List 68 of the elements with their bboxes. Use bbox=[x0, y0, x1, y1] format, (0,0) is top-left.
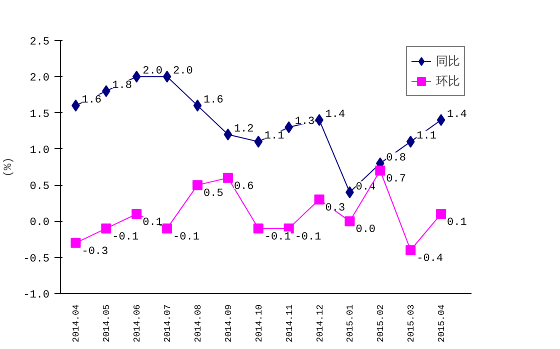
data-label: 1.6 bbox=[82, 94, 102, 107]
point bbox=[314, 194, 324, 205]
data-label: -0.1 bbox=[173, 231, 200, 244]
point bbox=[162, 223, 172, 234]
data-label: 2.0 bbox=[173, 66, 193, 78]
data-label: 1.6 bbox=[204, 94, 224, 107]
y-axis-title: (%) bbox=[3, 157, 16, 177]
data-label: 1.4 bbox=[447, 109, 468, 122]
data-label: 1.2 bbox=[234, 123, 254, 136]
point bbox=[193, 100, 202, 112]
x-tick-label: 2014.09 bbox=[224, 304, 234, 342]
point bbox=[192, 180, 202, 190]
data-label: 0.0 bbox=[356, 224, 376, 236]
data-label: 1.1 bbox=[416, 130, 437, 143]
point bbox=[406, 245, 416, 256]
x-tick-label: 2014.07 bbox=[163, 304, 174, 342]
data-label: -0.3 bbox=[82, 246, 108, 258]
y-tick-label: 2.0 bbox=[30, 72, 50, 85]
point bbox=[436, 114, 446, 126]
legend-label: 环比 bbox=[436, 72, 460, 90]
data-label: 0.8 bbox=[386, 152, 406, 164]
x-tick-label: 2014.10 bbox=[254, 304, 264, 342]
data-label: 1.8 bbox=[112, 80, 132, 92]
x-tick-label: 2014.04 bbox=[72, 304, 82, 342]
x-tick-label: 2014.08 bbox=[194, 304, 204, 342]
point bbox=[406, 136, 415, 148]
y-tick-label: 1.5 bbox=[30, 108, 50, 121]
point bbox=[132, 208, 142, 219]
y-tick-label: 0.0 bbox=[30, 217, 50, 230]
point bbox=[253, 223, 264, 234]
y-tick-label: -0.5 bbox=[23, 253, 50, 266]
data-label: 2.0 bbox=[142, 66, 162, 78]
data-label: -0.4 bbox=[416, 253, 444, 266]
data-label: 0.1 bbox=[142, 216, 163, 229]
point bbox=[162, 70, 172, 83]
point bbox=[70, 238, 81, 248]
point bbox=[101, 223, 112, 234]
data-label: 0.1 bbox=[447, 216, 468, 229]
point bbox=[344, 216, 355, 226]
data-label: 0.3 bbox=[325, 202, 346, 215]
point bbox=[222, 172, 233, 183]
y-tick-label: -1.0 bbox=[23, 290, 50, 302]
x-tick-label: 2015.04 bbox=[437, 304, 448, 342]
x-tick-label: 2014.12 bbox=[315, 304, 326, 342]
x-tick-label: 2014.05 bbox=[102, 304, 112, 342]
data-label: 1.1 bbox=[264, 130, 285, 143]
point bbox=[132, 70, 141, 83]
data-label: 0.5 bbox=[204, 188, 224, 200]
data-label: 1.3 bbox=[294, 116, 315, 128]
x-tick-label: 2014.11 bbox=[284, 304, 295, 342]
point bbox=[254, 136, 263, 148]
data-label: -0.1 bbox=[264, 231, 292, 244]
x-tick-label: 2015.03 bbox=[406, 304, 417, 342]
data-label: -0.1 bbox=[112, 231, 139, 244]
data-label: 0.7 bbox=[386, 174, 406, 186]
x-tick-label: 2015.01 bbox=[346, 304, 356, 342]
point bbox=[375, 166, 386, 176]
legend-label: 同比 bbox=[436, 52, 460, 70]
x-tick-label: 2015.02 bbox=[376, 304, 386, 342]
data-label: -0.1 bbox=[294, 231, 322, 244]
point bbox=[224, 128, 232, 140]
x-tick-label: 2014.06 bbox=[132, 304, 143, 342]
y-tick-label: 2.5 bbox=[30, 36, 50, 48]
point bbox=[436, 208, 446, 219]
y-tick-label: 1.0 bbox=[30, 144, 50, 157]
data-label: 0.6 bbox=[234, 180, 254, 193]
data-label: 1.4 bbox=[325, 109, 346, 122]
y-tick-label: 0.5 bbox=[30, 181, 50, 194]
